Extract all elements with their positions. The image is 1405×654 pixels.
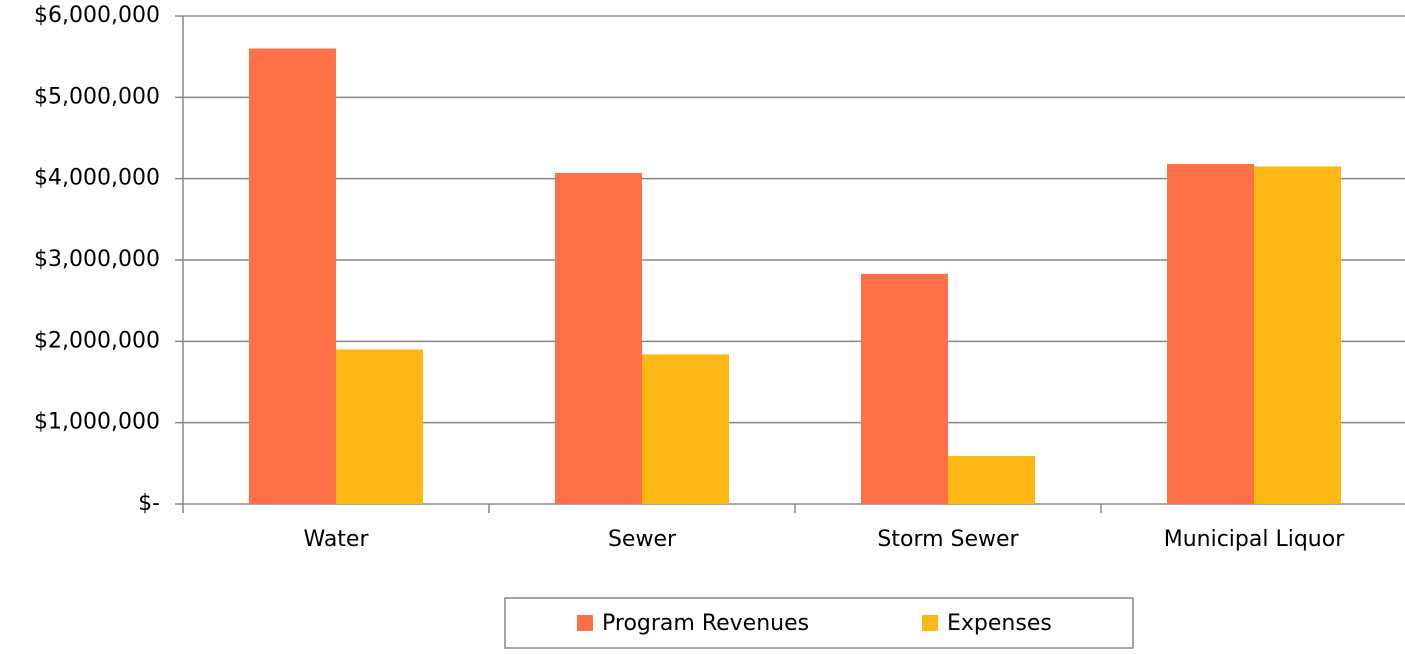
y-tick-label: $4,000,000 [34,166,160,191]
bar [861,273,948,504]
y-tick-label: $- [138,491,160,516]
x-tick-label: Sewer [608,527,677,552]
bar [1167,164,1254,504]
legend-swatch [922,615,938,631]
bar [1254,166,1341,504]
x-tick-label: Storm Sewer [877,527,1019,552]
legend-label: Expenses [947,611,1052,636]
bar [249,48,336,505]
legend-box [504,597,1134,649]
bar [555,172,642,504]
bar [642,354,729,504]
bar [948,456,1035,504]
legend-label: Program Revenues [602,611,809,636]
bar [336,349,423,504]
y-tick-label: $6,000,000 [34,3,160,28]
y-tick-label: $5,000,000 [34,84,160,109]
y-tick-label: $2,000,000 [34,328,160,353]
x-tick-label: Water [303,527,369,552]
y-tick-label: $1,000,000 [34,410,160,435]
x-tick-label: Municipal Liquor [1164,527,1345,552]
legend-swatch [577,615,593,631]
y-tick-label: $3,000,000 [34,247,160,272]
